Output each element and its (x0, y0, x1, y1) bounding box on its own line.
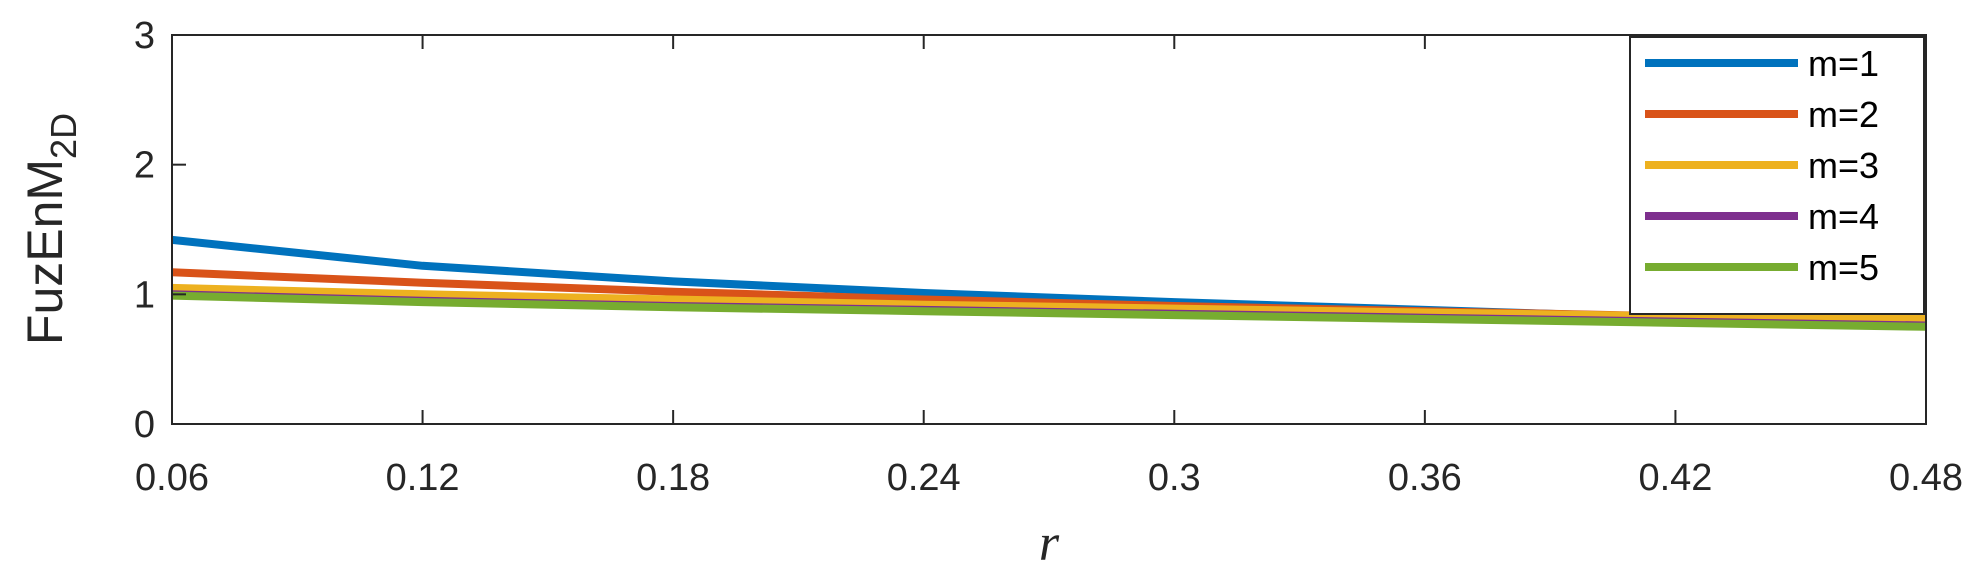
series-layer (171, 235, 1927, 331)
x-tick-label: 0.42 (1638, 457, 1712, 499)
x-tick-label: 0.36 (1388, 457, 1462, 499)
series-line-m5 (171, 291, 1927, 331)
series-line-m3 (171, 283, 1927, 323)
legend-label-m1: m=1 (1808, 43, 1879, 84)
legend-label-m4: m=4 (1808, 196, 1879, 237)
legend-label-m2: m=2 (1808, 94, 1879, 135)
x-tick-label: 0.18 (636, 457, 710, 499)
y-tick-label: 0 (134, 404, 155, 446)
x-tick-label: 0.12 (386, 457, 460, 499)
x-tick-label: 0.48 (1889, 457, 1963, 499)
x-axis-label: r (1039, 515, 1060, 572)
y-axis-label-subscript: 2D (43, 113, 84, 159)
legend-box (1629, 36, 1925, 315)
x-tick-label: 0.3 (1148, 457, 1201, 499)
x-axis: 0.06 0.12 0.18 0.24 0.3 0.36 0.42 0.48 (135, 35, 1963, 499)
y-tick-label: 3 (134, 15, 155, 57)
x-tick-label: 0.24 (887, 457, 961, 499)
legend-label-m3: m=3 (1808, 145, 1879, 186)
y-axis: 0 1 2 3 (134, 15, 1926, 446)
legend-label-m5: m=5 (1808, 247, 1879, 288)
y-axis-label-main: FuzEnM (17, 159, 73, 345)
plot-area-frame (171, 34, 1927, 425)
x-tick-label: 0.06 (135, 457, 209, 499)
y-tick-label: 2 (134, 145, 155, 187)
legend: m=1 m=2 m=3 m=4 m=5 (1629, 36, 1925, 315)
y-axis-label: FuzEnM2D (17, 113, 84, 345)
y-tick-label: 1 (134, 274, 155, 316)
